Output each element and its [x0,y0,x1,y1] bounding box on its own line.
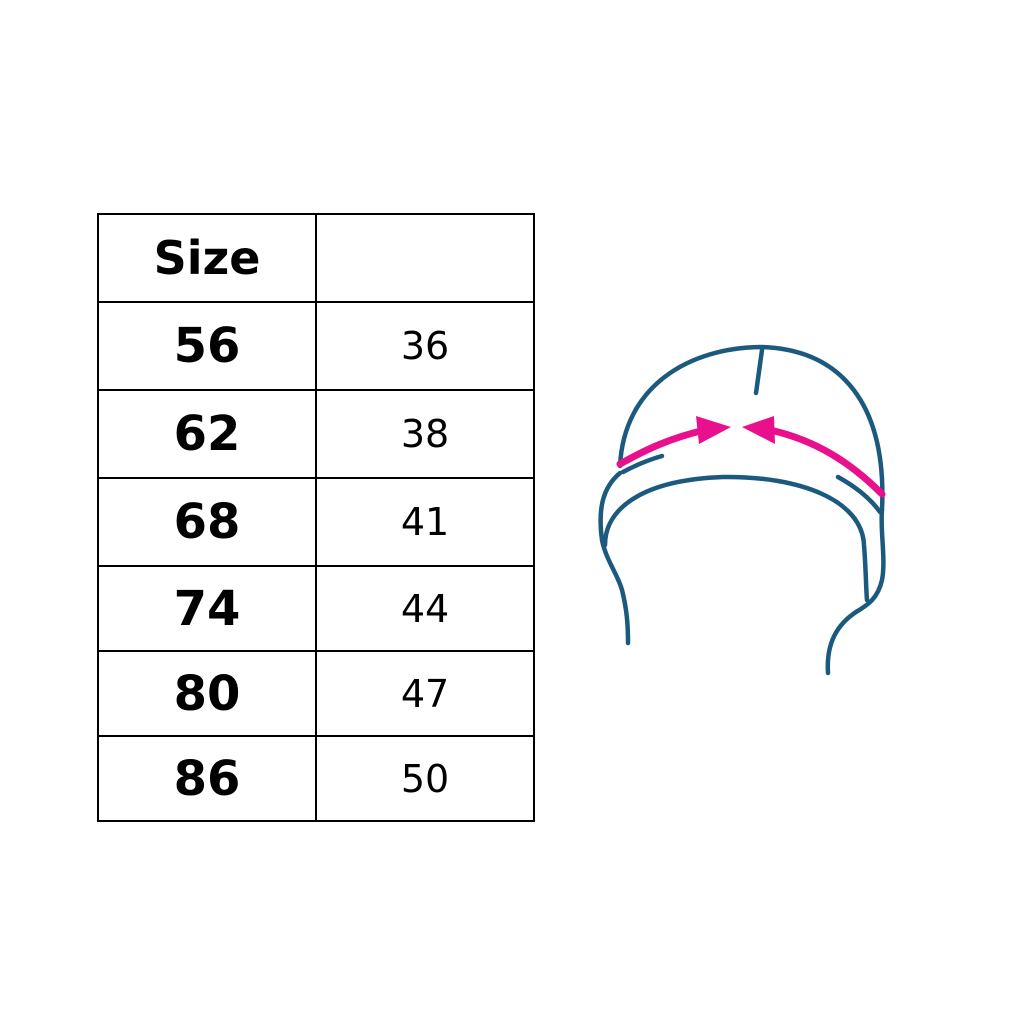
arrow-left-head [696,416,731,444]
measure-cell: 38 [315,389,535,479]
size-cell: 68 [97,477,317,567]
size-cell: 62 [97,389,317,479]
measure-cell: 41 [315,477,535,567]
size-chart-table: Size 56 36 62 38 68 41 74 44 80 47 86 50 [97,213,535,822]
measure-cell: 50 [315,735,535,822]
hat-fold-left [620,453,665,475]
table-row: 56 36 [97,301,535,391]
arrow-left-shaft [616,426,709,468]
arrow-right-shaft [766,426,886,498]
hat-brim-inner [602,474,870,603]
table-row: 80 47 [97,650,535,737]
table-header-row: Size [97,213,535,303]
hat-seam [753,347,765,396]
measure-cell: 47 [315,650,535,737]
measure-cell: 36 [315,301,535,391]
hat-brim-right [825,507,886,676]
hat-fold-right [835,474,883,515]
table-row: 68 41 [97,477,535,567]
size-cell: 80 [97,650,317,737]
hat-outline-icon [598,344,886,676]
size-cell: 74 [97,565,317,652]
table-row: 74 44 [97,565,535,652]
table-row: 86 50 [97,735,535,822]
size-cell: 86 [97,735,317,822]
size-cell: 56 [97,301,317,391]
header-measure [315,213,535,303]
hat-brim-left [598,470,631,646]
circumference-arrows-icon [616,416,886,498]
header-size: Size [97,213,317,303]
measure-cell: 44 [315,565,535,652]
table-row: 62 38 [97,389,535,479]
hat-crown [617,344,885,513]
arrow-right-head [742,416,775,444]
